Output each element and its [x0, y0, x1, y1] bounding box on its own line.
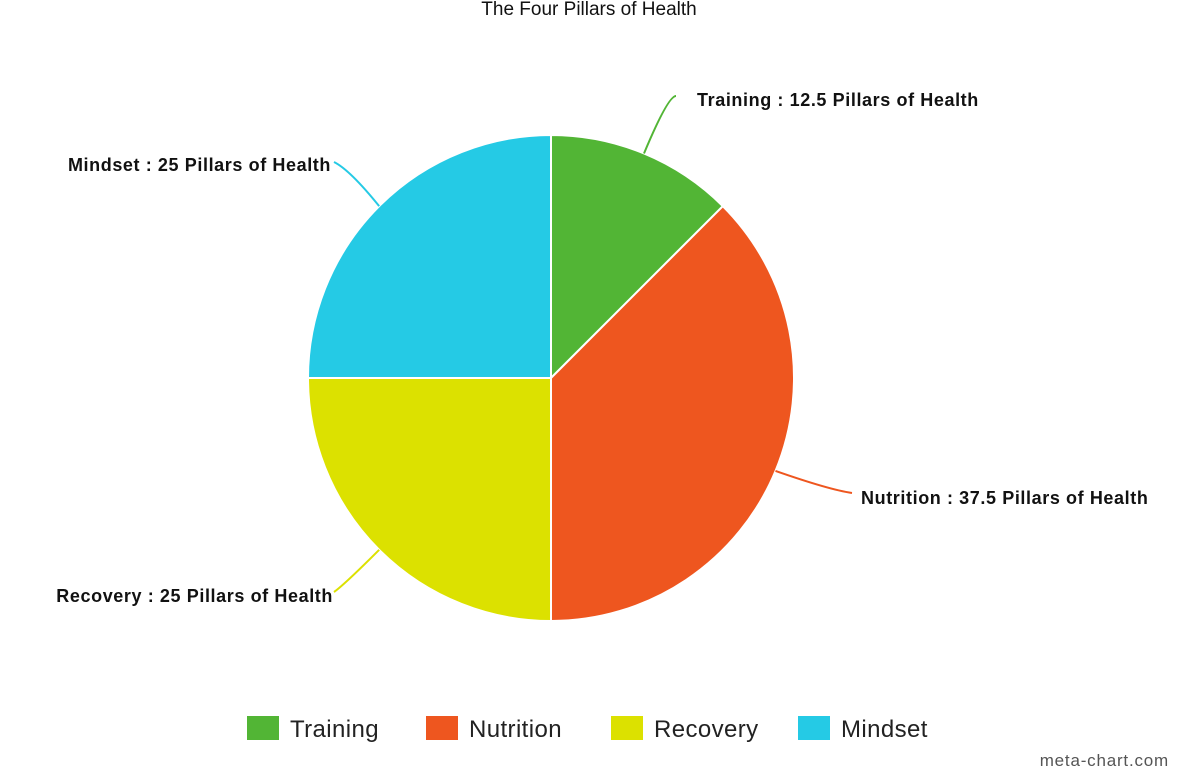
slices-layer [306, 133, 795, 623]
leader-line-training [643, 95, 677, 154]
legend-label-recovery: Recovery [654, 716, 759, 743]
slice-label-mindset: Mindset : 25 Pillars of Health [68, 155, 331, 175]
pie-slice-training [550, 133, 725, 381]
legend-swatch-training [247, 716, 279, 740]
watermark: meta-chart.com [1039, 751, 1169, 770]
pie-slice-nutrition [550, 204, 795, 623]
legend-item-mindset: Mindset [798, 716, 928, 743]
slice-label-training: Training : 12.5 Pillars of Health [697, 90, 979, 110]
legend: Training Nutrition Recovery Mindset [247, 716, 928, 743]
legend-swatch-recovery [611, 716, 643, 740]
slice-labels-layer: Training : 12.5 Pillars of Health Nutriti… [56, 90, 1148, 606]
leader-lines-layer [333, 95, 853, 593]
legend-item-training: Training [247, 716, 379, 743]
legend-label-nutrition: Nutrition [469, 716, 562, 743]
legend-swatch-nutrition [426, 716, 458, 740]
legend-label-mindset: Mindset [841, 716, 928, 743]
legend-swatch-mindset [798, 716, 830, 740]
leader-line-recovery [333, 549, 380, 593]
legend-label-training: Training [290, 716, 379, 743]
leader-line-mindset [333, 161, 380, 207]
legend-item-nutrition: Nutrition [426, 716, 562, 743]
leader-line-nutrition [775, 470, 853, 494]
slice-label-recovery: Recovery : 25 Pillars of Health [56, 586, 333, 606]
slice-label-nutrition: Nutrition : 37.5 Pillars of Health [861, 488, 1148, 508]
chart-title: The Four Pillars of Health [481, 0, 697, 20]
legend-item-recovery: Recovery [611, 716, 759, 743]
pie-slice-mindset [306, 133, 552, 379]
